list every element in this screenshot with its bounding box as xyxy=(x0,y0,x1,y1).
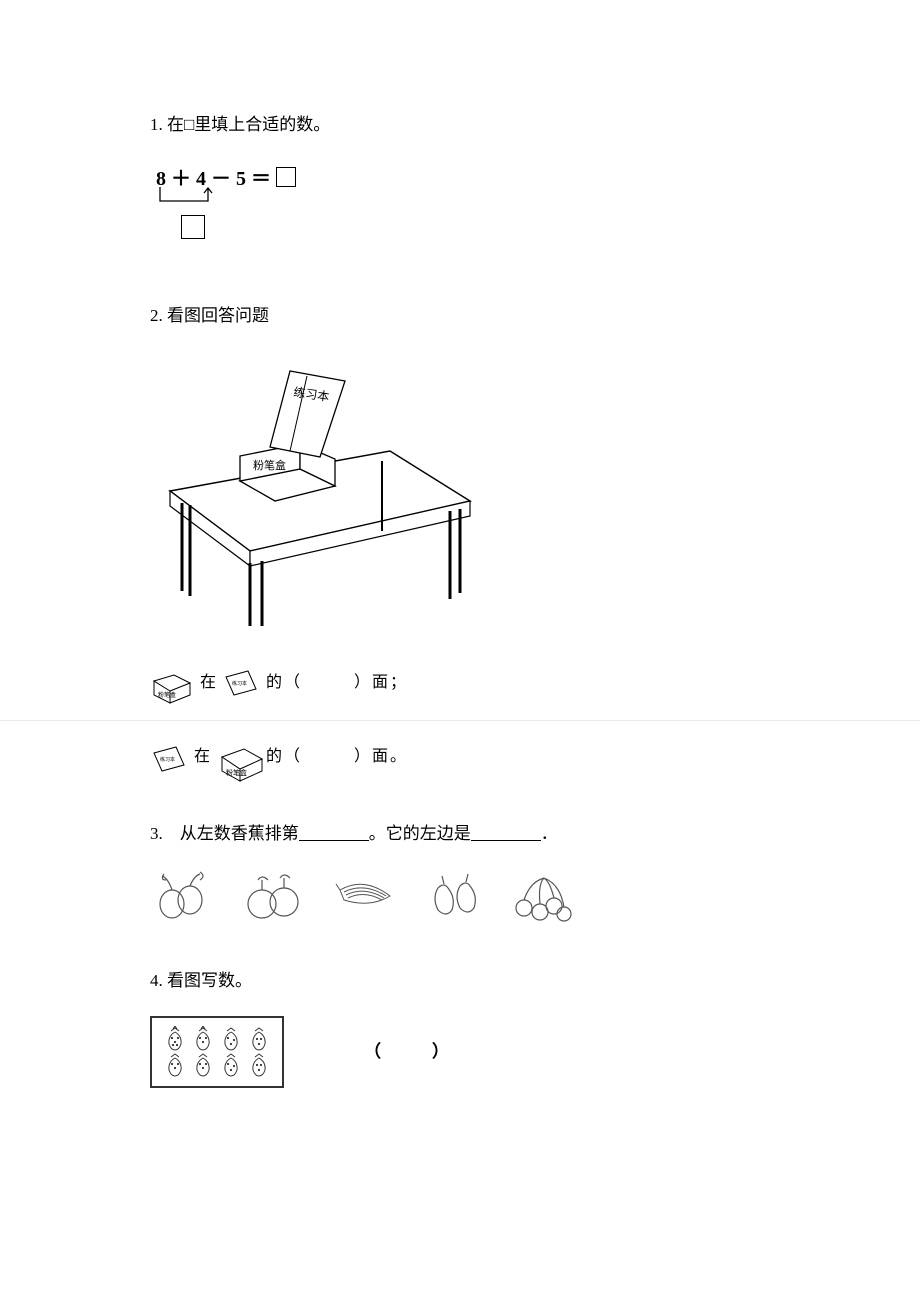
svg-text:粉笔盒: 粉笔盒 xyxy=(158,691,176,699)
question-3: 3. 从左数香蕉排第 。它的左边是 ． xyxy=(150,819,770,926)
q2-scene: 粉笔盒 练习本 xyxy=(150,351,480,631)
q2-line-1: 粉笔盒 在 练习本 的（ ）面； xyxy=(150,661,770,705)
strawberry-icon xyxy=(248,1052,270,1078)
q1-bracket-arrow-icon xyxy=(158,187,228,213)
q2-l1-post: ）面； xyxy=(354,669,408,698)
q2-line-2: 练习本 在 粉笔盒 的（ ）面。 xyxy=(150,735,770,779)
faint-rule xyxy=(0,720,920,721)
q1-answer-box[interactable] xyxy=(276,167,296,187)
svg-text:练习本: 练习本 xyxy=(232,680,247,687)
q3-post: ． xyxy=(541,824,558,843)
q3-title: 3. 从左数香蕉排第 。它的左边是 ． xyxy=(150,819,770,850)
banana-icon xyxy=(330,870,398,926)
pear-icon xyxy=(420,870,488,926)
berry-row-2 xyxy=(164,1052,270,1078)
apple-icon xyxy=(240,870,308,926)
strawberry-icon xyxy=(192,1026,214,1052)
svg-text:粉笔盒: 粉笔盒 xyxy=(226,768,247,777)
strawberry-icon xyxy=(192,1052,214,1078)
box-label: 粉笔盒 xyxy=(253,458,286,472)
q2-l1-mid: 的（ xyxy=(266,669,302,698)
q1-intermediate-box[interactable] xyxy=(181,215,205,239)
q4-title: 4. 看图写数。 xyxy=(150,966,770,997)
book-icon: 练习本 xyxy=(150,741,188,773)
q2-l2-post: ）面。 xyxy=(354,743,408,772)
svg-text:练习本: 练习本 xyxy=(160,756,175,763)
question-4: 4. 看图写数。 （ ） xyxy=(150,966,770,1089)
chalkbox-icon: 粉笔盒 xyxy=(216,735,260,779)
strawberry-icon xyxy=(248,1026,270,1052)
berry-row-1 xyxy=(164,1026,270,1052)
q4-answer-paren[interactable]: （ ） xyxy=(364,1037,449,1068)
q2-title: 2. 看图回答问题 xyxy=(150,301,770,332)
q1-n3: 5 xyxy=(236,168,246,190)
q2-l2-pre: 在 xyxy=(194,743,210,772)
strawberry-icon xyxy=(164,1026,186,1052)
q3-blank-1[interactable] xyxy=(299,826,369,841)
q3-mid: 。它的左边是 xyxy=(369,824,471,843)
question-1: 1. 在□里填上合适的数。 8 ＋ 4 － 5 ＝ xyxy=(150,110,770,261)
q2-l1-pre: 在 xyxy=(200,669,216,698)
strawberry-icon xyxy=(164,1052,186,1078)
q2-l2-mid: 的（ xyxy=(266,743,302,772)
strawberry-box xyxy=(150,1016,284,1088)
strawberry-icon xyxy=(220,1026,242,1052)
q3-blank-2[interactable] xyxy=(471,826,541,841)
book-icon: 练习本 xyxy=(222,667,260,699)
q1-title: 1. 在□里填上合适的数。 xyxy=(150,110,770,141)
q1-expression: 8 ＋ 4 － 5 ＝ xyxy=(156,161,770,197)
table-scene-icon: 粉笔盒 练习本 xyxy=(150,351,480,631)
chalkbox-icon: 粉笔盒 xyxy=(150,661,194,705)
q1-eq: ＝ xyxy=(251,168,271,190)
q3-pre: 3. 从左数香蕉排第 xyxy=(150,824,299,843)
q3-fruit-row xyxy=(150,870,770,926)
worksheet-page: 1. 在□里填上合适的数。 8 ＋ 4 － 5 ＝ 2. 看图回答问题 xyxy=(0,0,920,1188)
question-2: 2. 看图回答问题 粉笔盒 xyxy=(150,301,770,780)
strawberry-icon xyxy=(220,1052,242,1078)
cherry-icon xyxy=(510,870,578,926)
q4-row: （ ） xyxy=(150,1016,770,1088)
peach-icon xyxy=(150,870,218,926)
q1-equation: 8 ＋ 4 － 5 ＝ xyxy=(156,161,770,261)
